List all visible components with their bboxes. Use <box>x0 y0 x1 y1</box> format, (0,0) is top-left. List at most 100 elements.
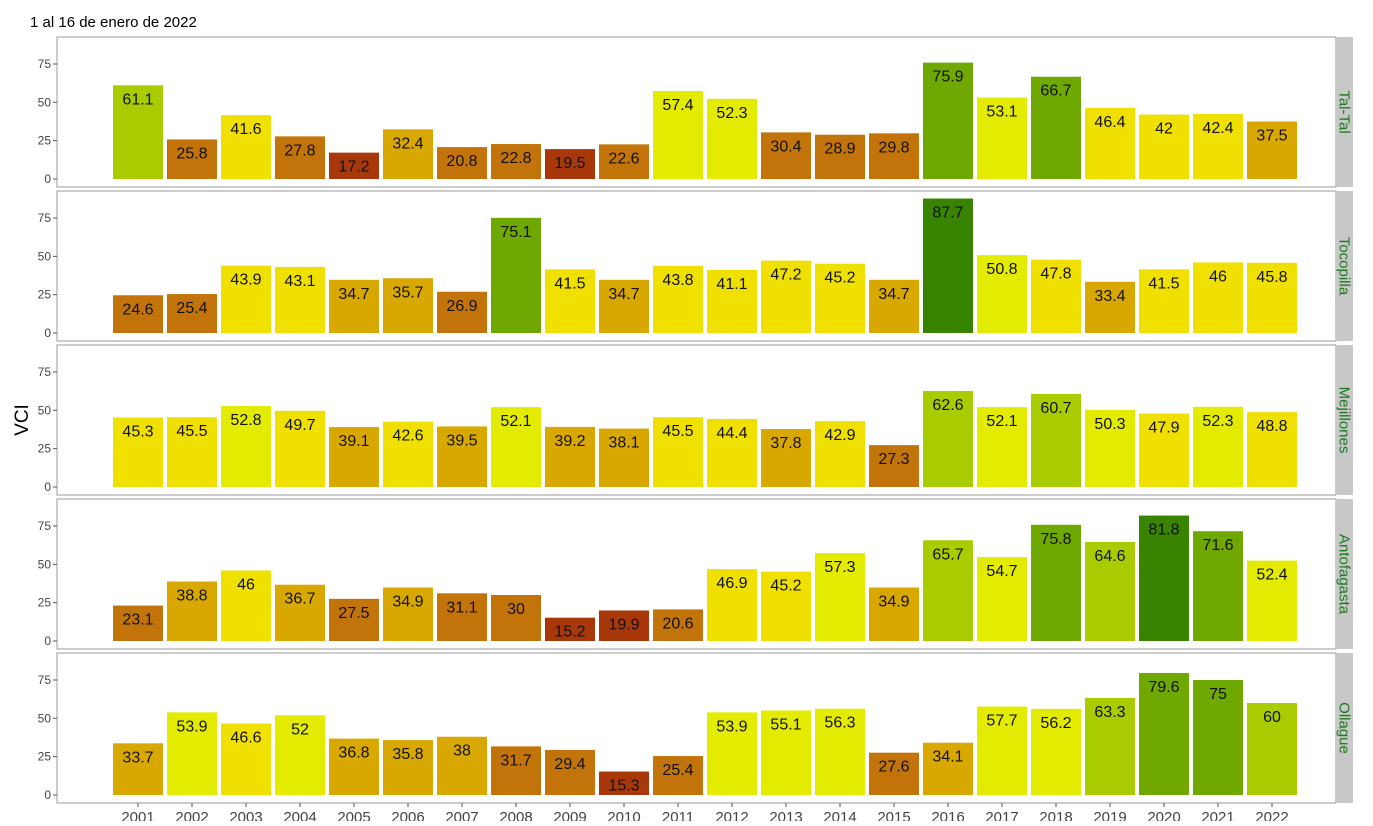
bar-value-label: 52 <box>291 721 309 738</box>
x-tick-label: 2022 <box>1255 809 1288 821</box>
bar <box>491 746 541 795</box>
bar <box>491 595 541 641</box>
bar-value-label: 30 <box>507 601 525 618</box>
x-tick-label: 2020 <box>1147 809 1180 821</box>
bar-value-label: 62.6 <box>932 397 963 414</box>
bar-value-label: 27.8 <box>284 142 315 159</box>
bar <box>167 139 217 179</box>
bar <box>761 429 811 487</box>
bar-value-label: 45.3 <box>122 424 153 441</box>
bar-value-label: 45.8 <box>1256 269 1287 286</box>
bar <box>383 278 433 333</box>
bar-value-label: 54.7 <box>986 563 1017 580</box>
bar-value-label: 75.1 <box>500 224 531 241</box>
y-tick-label: 25 <box>38 596 52 610</box>
bar <box>869 752 919 795</box>
bar <box>761 260 811 333</box>
panel-strip-label: Antofagasta <box>1336 534 1353 615</box>
bar <box>383 587 433 641</box>
bar-value-label: 65.7 <box>932 546 963 563</box>
bar <box>707 269 757 333</box>
bar-value-label: 33.4 <box>1094 288 1125 305</box>
bar-value-label: 43.9 <box>230 272 261 289</box>
bar <box>545 749 595 795</box>
bar-value-label: 34.9 <box>392 593 423 610</box>
bar-value-label: 41.5 <box>554 275 585 292</box>
bar-value-label: 41.5 <box>1148 275 1179 292</box>
bar-value-label: 57.3 <box>824 559 855 576</box>
y-tick-label: 25 <box>38 288 52 302</box>
bar-value-label: 45.2 <box>770 578 801 595</box>
bar-value-label: 26.9 <box>446 298 477 315</box>
bar-value-label: 56.2 <box>1040 715 1071 732</box>
y-tick-label: 0 <box>44 788 51 802</box>
bar <box>815 134 865 179</box>
panels: Tal-Tal 0 25 50 75 61.1 25.8 41.6 27.8 17.2 32.4 20… <box>38 36 1353 804</box>
bar <box>923 198 973 333</box>
bar-value-label: 75 <box>1209 686 1227 703</box>
bar-value-label: 45.5 <box>176 423 207 440</box>
panel-antofagasta: Antofagasta 0 25 50 75 23.1 38.8 46 36.7 27.5 34.9… <box>38 498 1353 650</box>
bar <box>329 598 379 641</box>
bar-value-label: 44.4 <box>716 425 747 442</box>
bar-value-label: 49.7 <box>284 417 315 434</box>
y-tick-label: 50 <box>38 711 52 725</box>
bar <box>221 723 271 795</box>
bar <box>653 90 703 179</box>
bar <box>329 279 379 333</box>
bar <box>167 294 217 333</box>
bar <box>1139 114 1189 179</box>
bar-value-label: 41.1 <box>716 276 747 293</box>
bar-value-label: 53.9 <box>716 718 747 735</box>
bar-value-label: 35.8 <box>392 746 423 763</box>
bar <box>167 712 217 795</box>
bar-value-label: 27.5 <box>338 605 369 622</box>
bar-value-label: 22.8 <box>500 150 531 167</box>
bar-value-label: 41.6 <box>230 121 261 138</box>
bar <box>1031 259 1081 333</box>
bar-value-label: 19.9 <box>608 616 639 633</box>
bar <box>221 115 271 179</box>
bar-value-label: 22.6 <box>608 150 639 167</box>
bar-value-label: 31.1 <box>446 599 477 616</box>
y-axis-label: VCI <box>12 404 33 436</box>
bar <box>815 263 865 333</box>
bar <box>653 417 703 487</box>
bar <box>275 715 325 795</box>
bar <box>1247 412 1297 487</box>
bar-value-label: 31.7 <box>500 752 531 769</box>
bar <box>383 421 433 487</box>
x-tick-label: 2015 <box>877 809 910 821</box>
panel-tal-tal: Tal-Tal 0 25 50 75 61.1 25.8 41.6 27.8 17.2 32.4 20… <box>38 36 1353 188</box>
x-tick-label: 2011 <box>662 809 694 821</box>
bar <box>329 427 379 487</box>
bar-value-label: 63.3 <box>1094 704 1125 721</box>
bar <box>977 557 1027 641</box>
bar-value-label: 42.4 <box>1202 120 1233 137</box>
bar <box>167 417 217 487</box>
x-axis: 2001 2002 2003 2004 2005 2006 2007 2008 2009 2010… <box>121 803 1289 826</box>
bar-value-label: 35.7 <box>392 284 423 301</box>
bar-value-label: 46.4 <box>1094 114 1125 131</box>
bar-value-label: 50.3 <box>1094 416 1125 433</box>
bar <box>437 291 487 333</box>
y-tick-label: 50 <box>38 95 52 109</box>
bar <box>599 428 649 487</box>
bar <box>923 391 973 487</box>
x-tick-label: 2007 <box>445 809 478 821</box>
bar <box>707 569 757 641</box>
bar <box>923 62 973 180</box>
bar-value-label: 27.3 <box>878 451 909 468</box>
bar-value-label: 32.4 <box>392 135 423 152</box>
x-tick-label: 2001 <box>121 809 154 821</box>
bar-value-label: 60 <box>1263 709 1281 726</box>
bar <box>491 144 541 179</box>
bar <box>1193 680 1243 795</box>
bar-value-label: 25.4 <box>176 300 207 317</box>
x-tick-label: 2021 <box>1201 809 1234 821</box>
bar <box>1031 524 1081 641</box>
bar <box>869 133 919 179</box>
bar-value-label: 47.9 <box>1148 420 1179 437</box>
x-tick-label: 2012 <box>715 809 748 821</box>
